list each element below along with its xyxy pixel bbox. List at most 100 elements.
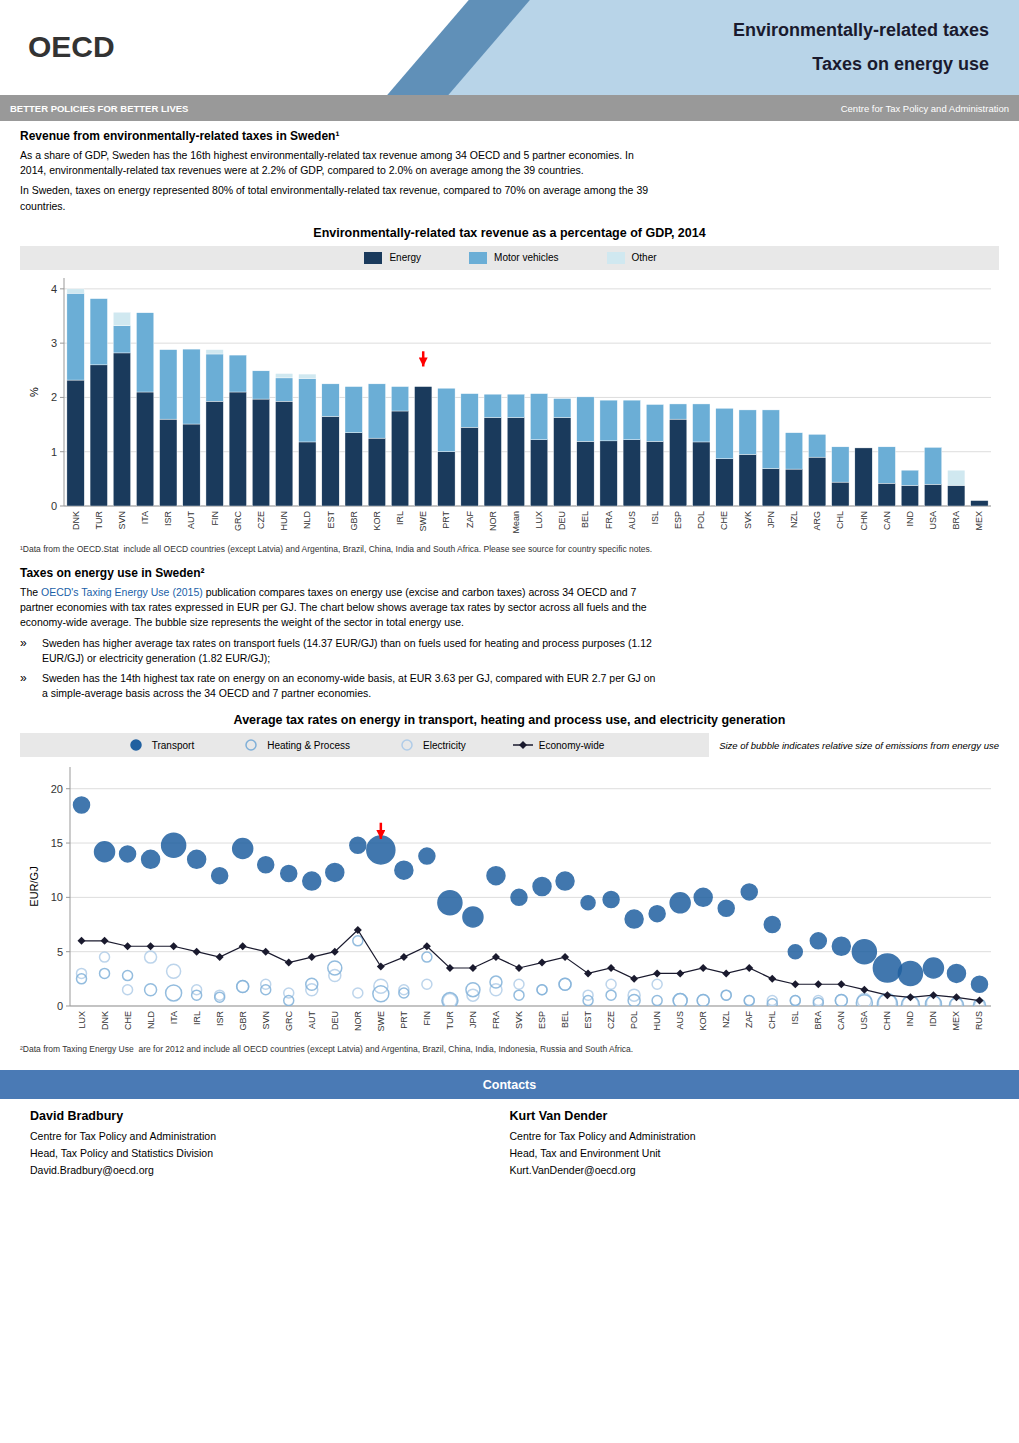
bubble (422, 953, 432, 963)
link[interactable]: OECD's Taxing Energy Use (2015) (41, 586, 203, 598)
bar (948, 470, 965, 485)
y-tick-label: 5 (57, 946, 63, 958)
bubble (120, 846, 136, 862)
bar (484, 394, 501, 395)
x-tick-label: NOR (353, 1011, 363, 1032)
contacts: David Bradbury Centre for Tax Policy and… (0, 1099, 1019, 1178)
line-marker (952, 994, 960, 1002)
bar (322, 383, 339, 384)
x-tick-label: ZAF (465, 510, 475, 528)
bubble (215, 993, 225, 1003)
line-marker (331, 948, 339, 956)
legend-label: Economy-wide (539, 740, 605, 751)
bubble (767, 999, 777, 1006)
y-axis-label: EUR/GJ (28, 867, 40, 907)
line-marker (584, 970, 592, 978)
line-marker (101, 937, 109, 945)
bar (67, 293, 84, 380)
x-tick-label: CHN (859, 511, 869, 531)
bar (785, 432, 802, 433)
logo: OECD (28, 30, 115, 64)
bubble (123, 971, 133, 981)
bar (600, 400, 617, 441)
bar (554, 398, 571, 399)
y-tick (66, 843, 70, 844)
legend-swatch-circle (246, 740, 256, 750)
bar (67, 380, 84, 506)
y-tick (60, 343, 64, 344)
y-axis-label: % (28, 387, 40, 397)
x-tick-label: DEU (330, 1011, 340, 1030)
y-tick (60, 397, 64, 398)
bar (67, 289, 84, 293)
x-tick-label: BRA (951, 511, 961, 530)
bar (669, 404, 686, 419)
bubble (670, 893, 690, 913)
line-marker (446, 964, 454, 972)
y-tick-label: 3 (51, 337, 57, 349)
y-tick-label: 1 (51, 446, 57, 458)
bubble (514, 991, 524, 1001)
footnote: ¹Data from the OECD.Stat include all OEC… (20, 544, 999, 554)
header-band (336, 0, 1019, 95)
y-tick (66, 789, 70, 790)
bubble (419, 848, 435, 864)
legend-swatch (125, 738, 147, 752)
legend-note: Size of bubble indicates relative size o… (709, 740, 999, 751)
line-marker (78, 937, 86, 945)
x-tick-label: HUN (652, 1011, 662, 1031)
bar (345, 386, 362, 387)
bar (808, 434, 825, 435)
bubble (652, 980, 662, 990)
grid-line (64, 505, 991, 506)
x-tick-label: LUX (77, 1011, 87, 1029)
bar (507, 394, 524, 395)
bubble (123, 985, 133, 995)
bar (415, 386, 432, 387)
bar (345, 433, 362, 506)
bar (739, 454, 756, 506)
x-tick-label: CHN (882, 1011, 892, 1031)
x-tick-label: ESP (537, 1011, 547, 1029)
bar (739, 410, 756, 455)
bubble (673, 994, 687, 1006)
bar (183, 424, 200, 506)
paragraph: Sweden has the 14th highest tax rate on … (42, 671, 655, 701)
bar (669, 419, 686, 506)
bubble (328, 961, 342, 975)
line-marker (400, 954, 408, 962)
bubble (192, 991, 202, 1001)
x-axis-line (70, 1006, 991, 1007)
x-tick-label: MEX (974, 511, 984, 531)
y-tick (66, 952, 70, 953)
bar (484, 394, 501, 417)
bubble (625, 910, 643, 928)
grid-line (70, 1006, 991, 1007)
x-tick-label: AUS (675, 1011, 685, 1030)
bar (252, 371, 269, 399)
line-marker (492, 954, 500, 962)
line (82, 930, 980, 1001)
bar (808, 434, 825, 457)
grid-line (70, 843, 991, 844)
bar (716, 408, 733, 458)
y-tick (60, 505, 64, 506)
line-marker (262, 948, 270, 956)
line-marker (170, 943, 178, 951)
bar (183, 349, 200, 424)
x-tick-label: IND (905, 1011, 915, 1027)
line-marker (791, 981, 799, 989)
x-tick-label: CHE (719, 511, 729, 530)
y-tick-label: 0 (57, 1000, 63, 1012)
x-tick-label: POL (696, 511, 706, 529)
x-tick-label: ITA (169, 1011, 179, 1024)
legend-label: Electricity (423, 740, 466, 751)
bar (322, 416, 339, 506)
y-tick (66, 897, 70, 898)
x-tick-label: SWE (418, 511, 428, 532)
x-tick-label: GRC (233, 510, 243, 531)
bubble (718, 901, 734, 917)
grid-line (64, 397, 991, 398)
y-axis-line (64, 278, 65, 506)
x-tick-label: ZAF (744, 1011, 754, 1029)
